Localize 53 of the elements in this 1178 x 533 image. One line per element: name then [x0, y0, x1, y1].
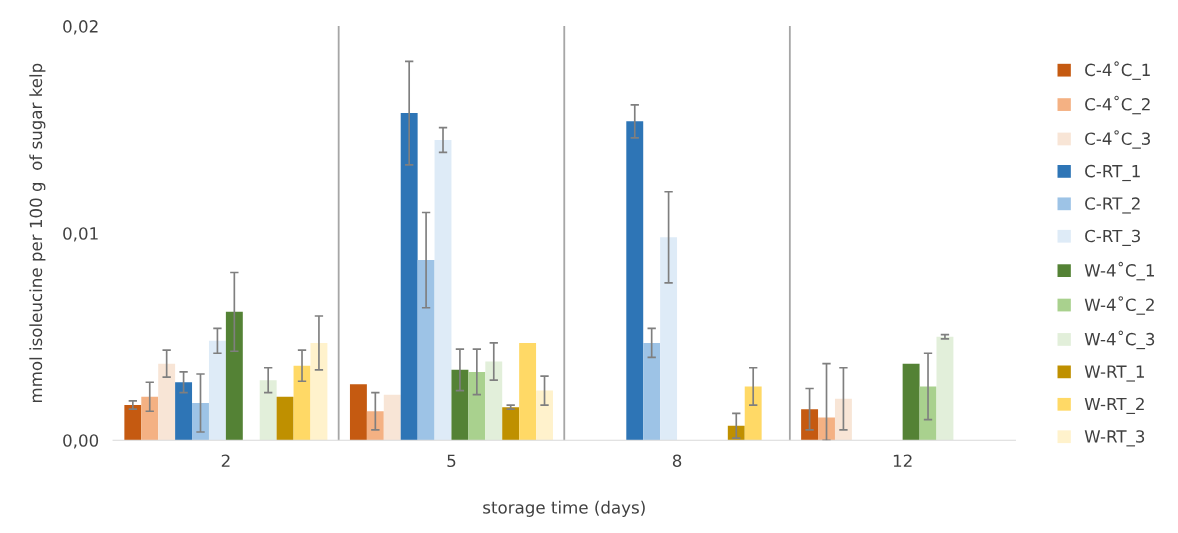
y-tick-label: 0,02	[63, 20, 98, 35]
bar	[175, 382, 193, 441]
legend-label: W-4˚C_3	[1084, 330, 1155, 350]
legend-label: C-4˚C_3	[1085, 130, 1150, 149]
bar	[643, 342, 661, 441]
bar	[451, 369, 469, 441]
bar	[626, 121, 644, 441]
legend-label: C-4˚C_1	[1085, 61, 1150, 80]
bar	[400, 113, 418, 441]
bar	[502, 407, 520, 441]
bar	[417, 260, 435, 441]
x-tick-label: 2	[221, 454, 230, 467]
bar	[919, 386, 937, 441]
legend-label: W-4˚C_1	[1084, 261, 1154, 281]
bar	[208, 340, 226, 441]
bar	[902, 363, 920, 441]
bar	[259, 380, 277, 441]
bar	[192, 402, 209, 441]
y-axis-title: mmol isoleucine per 100 g of sugar kelp	[29, 63, 46, 403]
x-tick-label: 12	[893, 454, 912, 467]
bar	[124, 405, 142, 441]
y-tick-label: 0,00	[63, 434, 99, 449]
bar	[536, 390, 553, 441]
x-tick-label: 8	[672, 454, 682, 468]
bar	[485, 361, 503, 441]
legend-label: W-4˚C_2	[1084, 296, 1154, 315]
bar	[383, 394, 401, 441]
legend-label: W-RT_1	[1084, 365, 1144, 382]
bar	[818, 417, 835, 441]
bar	[310, 342, 328, 441]
x-axis-title: storage time (days)	[483, 500, 645, 517]
bar	[834, 398, 852, 441]
bar	[519, 342, 537, 441]
legend-label: C-4˚C_2	[1085, 95, 1150, 115]
legend-label: W-RT_3	[1084, 430, 1145, 447]
bar	[293, 365, 311, 441]
bar	[434, 140, 452, 441]
bar	[225, 311, 243, 441]
bar	[744, 386, 762, 441]
legend-label: C-RT_3	[1085, 229, 1140, 246]
bar	[349, 384, 367, 441]
bar	[801, 409, 819, 441]
bar	[276, 396, 294, 441]
bar	[660, 237, 678, 441]
y-tick-label: 0,01	[63, 227, 98, 242]
bar	[141, 396, 159, 441]
bar	[936, 336, 954, 441]
legend-label: W-RT_2	[1084, 397, 1144, 415]
bar	[468, 371, 486, 441]
x-tick-label: 5	[447, 454, 456, 468]
legend-label: C-RT_2	[1085, 197, 1140, 214]
bar	[158, 363, 176, 441]
legend-label: C-RT_1	[1085, 164, 1140, 182]
